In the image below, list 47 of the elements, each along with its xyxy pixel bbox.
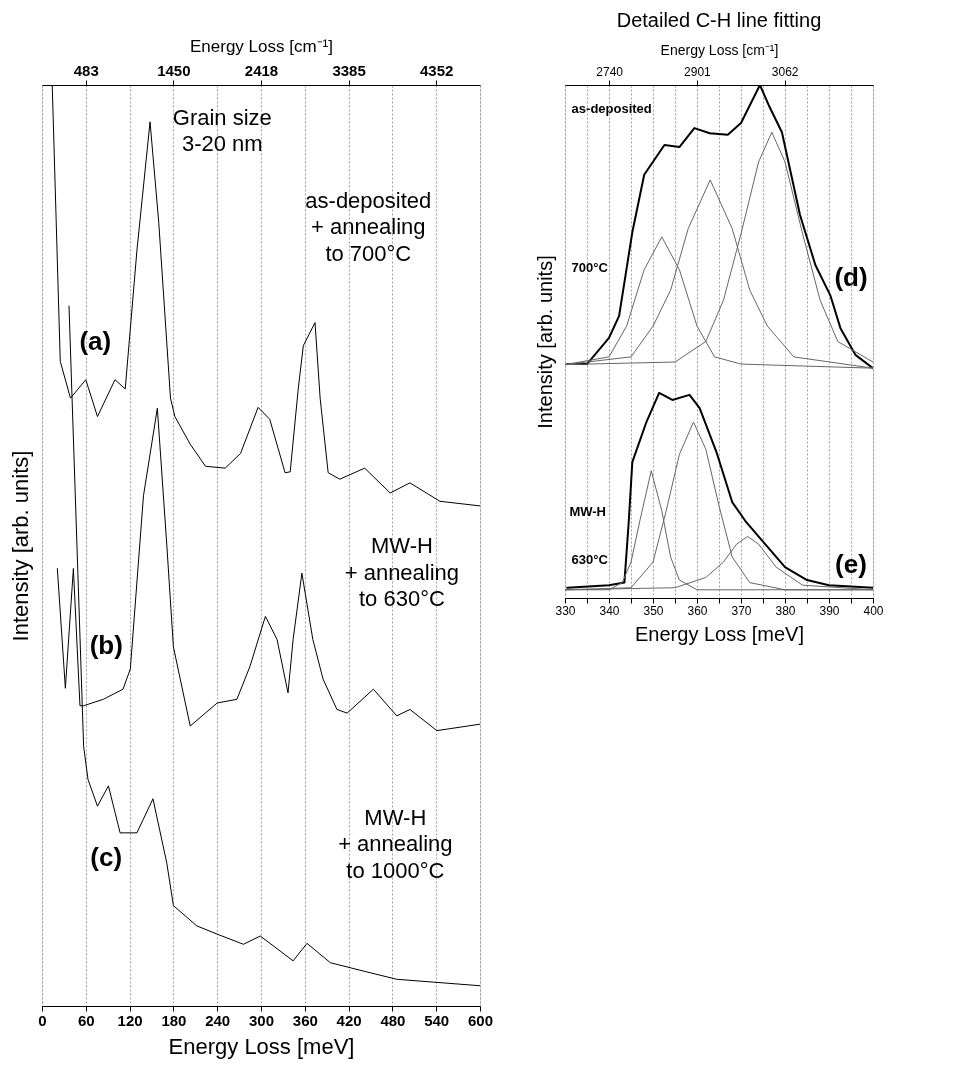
x-tick-label: 240 [205, 1011, 231, 1029]
annotation: 700°C [571, 259, 609, 275]
x-tick-label: 400 [863, 603, 884, 618]
x-tick-label: 480 [380, 1011, 406, 1029]
x-tick-label: 120 [117, 1011, 143, 1029]
x-tick-label: 370 [731, 603, 752, 618]
x2-tick-label: 4352 [419, 61, 454, 79]
x-tick-label: 600 [467, 1011, 494, 1029]
y-axis-title: Intensity [arb. units] [7, 450, 33, 642]
x-tick-label: 390 [819, 603, 840, 618]
annotation: (c) [90, 841, 123, 872]
annotation: (e) [835, 548, 867, 579]
x2-axis-title: Energy Loss [cm⁻¹] [190, 36, 333, 56]
x2-tick-label: 2740 [596, 64, 624, 79]
x-tick-label: 300 [248, 1011, 275, 1029]
x2-tick-label: 2418 [244, 61, 279, 79]
x-tick-label: 420 [336, 1011, 362, 1029]
x-tick-label: 0 [38, 1011, 47, 1029]
x-tick-label: 540 [424, 1011, 450, 1029]
x-axis-title: Energy Loss [meV] [635, 622, 804, 645]
chart-title: Detailed C-H line fitting [616, 9, 822, 31]
annotation: 630°C [571, 552, 609, 568]
annotation: MW-H [569, 503, 606, 519]
x-tick-label: 360 [687, 603, 708, 618]
x-tick-label: 330 [555, 603, 576, 618]
annotation: MW-H + annealing to 1000°C [338, 804, 453, 883]
annotation: as-deposited [571, 100, 652, 116]
annotation: Grain size 3-20 nm [172, 105, 272, 157]
x-tick-label: 380 [775, 603, 796, 618]
x-tick-label: 60 [77, 1011, 95, 1029]
x2-tick-label: 1450 [157, 61, 191, 79]
x2-tick-label: 3385 [332, 61, 366, 79]
x-tick-label: 340 [599, 603, 620, 618]
x-tick-label: 180 [161, 1011, 187, 1029]
annotation: (d) [834, 261, 868, 292]
y-axis-title: Intensity [arb. units] [533, 255, 556, 429]
annotation: MW-H + annealing to 630°C [344, 533, 460, 612]
annotation: (b) [89, 629, 123, 660]
annotation: as-deposited + annealing to 700°C [305, 187, 432, 266]
x2-tick-label: 483 [73, 61, 99, 79]
x-tick-label: 360 [292, 1011, 318, 1029]
x2-tick-label: 2901 [684, 64, 712, 79]
x2-axis-title: Energy Loss [cm⁻¹] [660, 41, 779, 58]
x-tick-label: 350 [643, 603, 664, 618]
annotation: (a) [79, 326, 112, 357]
x2-tick-label: 3062 [771, 64, 799, 79]
x-axis-title: Energy Loss [meV] [168, 1033, 355, 1059]
